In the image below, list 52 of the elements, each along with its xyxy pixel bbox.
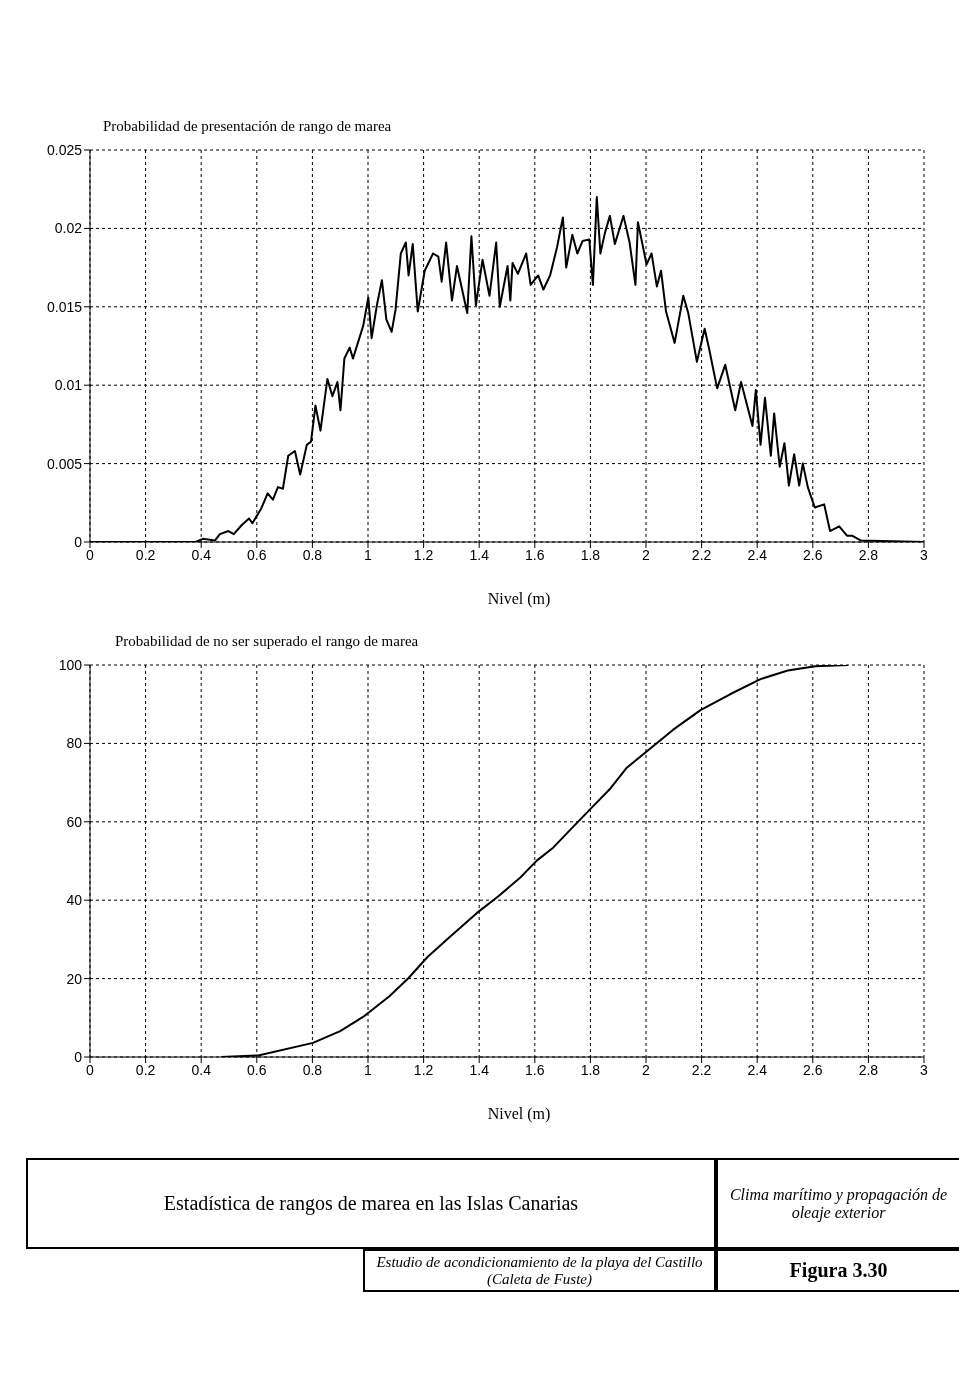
x-tick-label: 1: [364, 1061, 373, 1078]
text: Clima marítimo y propagación de oleaje exterior: [716, 1158, 959, 1250]
x-tick-label: 3: [920, 546, 929, 563]
x-tick-label: 1.4: [469, 1061, 490, 1078]
x-tick-label: 1.6: [525, 1061, 545, 1078]
x-tick-label: 1.2: [413, 546, 434, 563]
x-tick-label: 1.8: [580, 546, 601, 563]
y-tick-label: 40: [66, 892, 83, 909]
x-tick-label: 2: [642, 546, 651, 563]
x-tick-label: 1.8: [580, 1061, 601, 1078]
y-tick-label: 0: [74, 533, 83, 550]
y-tick-label: 100: [58, 656, 83, 673]
y-tick-label: 0.015: [46, 298, 83, 315]
x-tick-label: 2.6: [803, 1061, 823, 1078]
y-tick-label: 80: [66, 735, 83, 752]
text: Estudio de acondicionamiento de la playa del Castillo (Caleta de Fuste): [363, 1249, 716, 1292]
x-tick-label: 0.6: [247, 1061, 267, 1078]
x-tick-label: 1: [364, 546, 373, 563]
x-tick-label: 2.4: [747, 1061, 768, 1078]
x-tick-label: 2.2: [691, 546, 712, 563]
x-axis-title: Nivel (m): [486, 590, 552, 608]
x-tick-label: 0.4: [191, 1061, 212, 1078]
x-tick-label: 0.2: [135, 1061, 156, 1078]
x-axis-title: Nivel (m): [486, 1105, 552, 1123]
y-tick-label: 0.02: [54, 220, 83, 237]
x-tick-label: 0.8: [302, 546, 323, 563]
x-tick-label: 1.6: [525, 546, 545, 563]
x-tick-label: 2.2: [691, 1061, 712, 1078]
x-tick-label: 2.4: [747, 546, 768, 563]
x-tick-label: 1.2: [413, 1061, 434, 1078]
x-tick-label: 0: [86, 546, 95, 563]
text: Figura 3.30: [716, 1249, 959, 1292]
x-tick-label: 2.8: [858, 1061, 879, 1078]
y-tick-label: 0: [74, 1048, 83, 1065]
chart-title: Probabilidad de presentación de rango de marea: [103, 118, 392, 135]
chart-title: Probabilidad de no ser superado el rango de marea: [115, 633, 419, 650]
x-tick-label: 2: [642, 1061, 651, 1078]
x-tick-label: 0.4: [191, 546, 212, 563]
y-tick-label: 0.005: [46, 455, 83, 472]
y-tick-label: 60: [66, 813, 83, 830]
x-tick-label: 1.4: [469, 546, 490, 563]
x-tick-label: 2.8: [858, 546, 879, 563]
text: Estadística de rangos de marea en las Islas Canarias: [26, 1158, 716, 1250]
y-tick-label: 20: [66, 970, 83, 987]
x-tick-label: 0.6: [247, 546, 267, 563]
y-tick-label: 0.01: [54, 377, 83, 394]
x-tick-label: 0.8: [302, 1061, 323, 1078]
x-tick-label: 0.2: [135, 546, 156, 563]
x-tick-label: 2.6: [803, 546, 823, 563]
x-tick-label: 0: [86, 1061, 95, 1078]
y-tick-label: 0.025: [46, 141, 83, 158]
x-tick-label: 3: [920, 1061, 929, 1078]
